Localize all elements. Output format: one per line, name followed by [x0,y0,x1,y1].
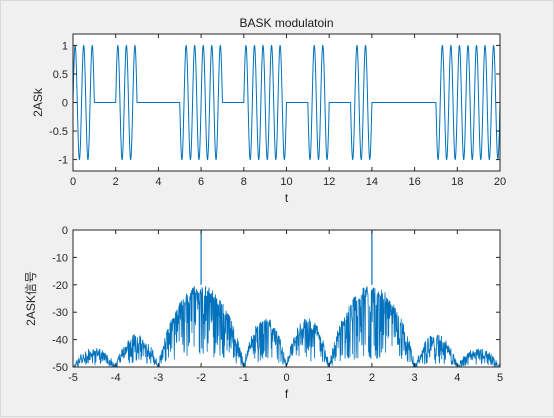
x-tick-label: 5 [497,372,503,384]
y-tick-label: 0 [62,98,68,110]
x-axis-label: f [285,387,289,401]
x-tick-label: 10 [280,176,292,188]
x-tick-label: 2 [369,372,375,384]
y-tick-label: -50 [52,362,68,374]
y-tick-label: -10 [52,252,68,264]
x-tick-label: -2 [196,372,206,384]
x-tick-label: 2 [113,176,119,188]
x-tick-label: 4 [454,372,460,384]
x-tick-label: 4 [155,176,161,188]
x-tick-label: 0 [283,372,289,384]
x-tick-label: 14 [366,176,378,188]
x-tick-label: 0 [70,176,76,188]
x-tick-label: -5 [68,372,78,384]
x-tick-label: 6 [198,176,204,188]
y-tick-label: -40 [52,335,68,347]
y-axis-label: 2ASk [31,87,45,117]
y-tick-label: -30 [52,307,68,319]
y-tick-label: -1 [58,155,68,167]
y-tick-label: -0.5 [49,126,68,138]
data-series-line-1 [72,44,501,161]
x-tick-label: -3 [154,372,164,384]
x-tick-label: 12 [323,176,335,188]
x-tick-label: 8 [241,176,247,188]
plot-area-2 [73,230,500,367]
x-tick-label: -1 [239,372,249,384]
x-tick-label: 20 [494,176,506,188]
y-tick-label: 0.5 [53,69,68,81]
y-tick-label: 1 [62,40,68,52]
x-tick-label: 18 [451,176,463,188]
x-tick-label: 16 [408,176,420,188]
x-tick-label: 1 [326,372,332,384]
y-tick-label: 0 [62,225,68,237]
x-tick-label: 3 [412,372,418,384]
y-tick-label: -20 [52,280,68,292]
x-tick-label: -4 [111,372,121,384]
y-axis-label: 2ASK信号 [24,271,38,326]
chart-title: BASK modulatoin [239,16,333,30]
x-axis-label: t [285,191,289,205]
